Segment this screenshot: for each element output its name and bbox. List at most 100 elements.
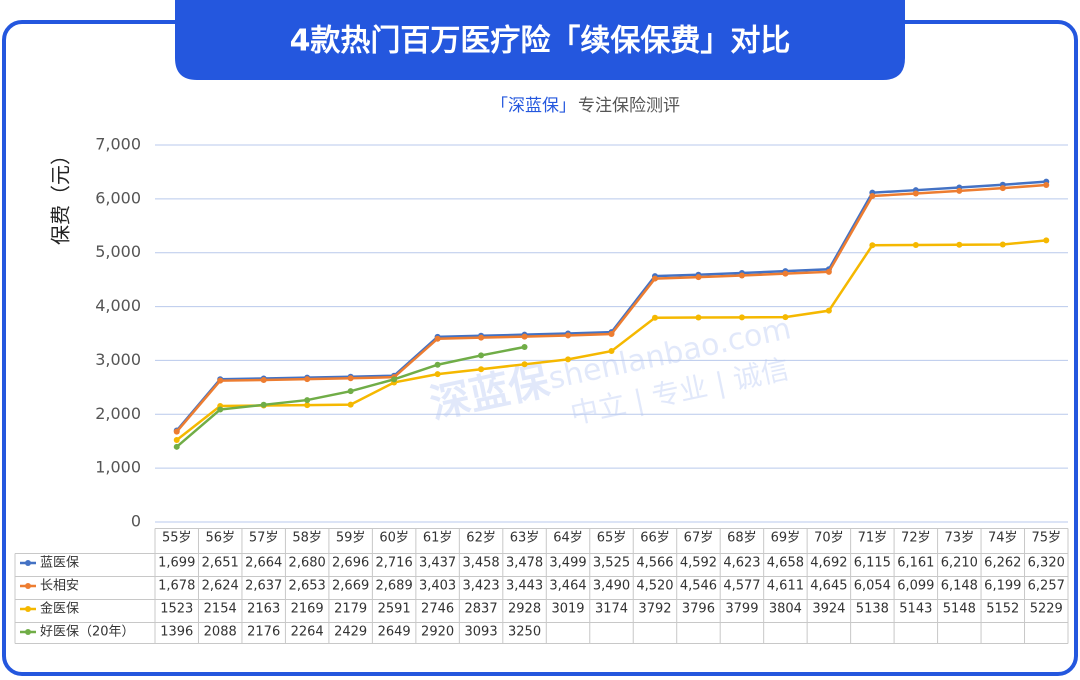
legend-label: 好医保（20年） [40,625,135,640]
table-value: 2,653 [289,579,326,594]
x-tick-label: 60岁 [379,531,409,546]
data-point [521,333,528,340]
table-value: 2154 [204,602,237,617]
data-point [391,376,398,383]
x-tick-label: 66岁 [640,531,670,546]
data-point [869,192,876,199]
x-tick-label: 73岁 [945,531,975,546]
table-value: 2429 [334,625,367,640]
data-point [521,343,528,350]
x-tick-label: 61岁 [423,531,453,546]
table-value: 2,651 [202,556,239,571]
y-axis-label: 保费（元） [49,145,73,245]
y-tick-label: 4,000 [95,296,141,315]
x-tick-label: 71岁 [858,531,888,546]
table-value: 2928 [508,602,541,617]
data-point [173,443,180,450]
data-point [782,314,789,321]
table-value: 4,623 [723,556,760,571]
data-point [260,401,267,408]
table-value: 3924 [812,602,845,617]
x-tick-label: 57岁 [249,531,279,546]
table-value: 6,148 [941,579,978,594]
title-banner [175,0,905,80]
x-tick-label: 58岁 [292,531,322,546]
x-tick-label: 70岁 [814,531,844,546]
data-point [521,361,528,368]
y-tick-label: 5,000 [95,242,141,261]
table-value: 4,611 [767,579,804,594]
table-value: 2,669 [332,579,369,594]
table-value: 5143 [899,602,932,617]
table-value: 5229 [1030,602,1063,617]
table-value: 6,320 [1028,556,1065,571]
data-point [217,406,224,413]
x-tick-label: 69岁 [771,531,801,546]
table-value: 4,592 [680,556,717,571]
data-table: 55岁 56岁 57岁 58岁 59岁 60岁 61岁 62岁 63岁 64岁 65岁 66岁 67岁 6… [14,528,1069,644]
y-tick-label: 3,000 [95,350,141,369]
table-value: 3019 [551,602,584,617]
table-value: 4,577 [723,579,760,594]
data-point [608,331,615,338]
table-value: 3,423 [462,579,499,594]
y-tick-label: 1,000 [95,458,141,477]
table-value: 3,464 [549,579,586,594]
x-tick-label: 65岁 [597,531,627,546]
table-value: 6,210 [941,556,978,571]
table-value: 3792 [638,602,671,617]
data-point [478,352,485,359]
table-value: 2649 [378,625,411,640]
x-tick-label: 64岁 [553,531,583,546]
data-point [825,307,832,314]
x-tick-label: 67岁 [684,531,714,546]
table-value: 2591 [378,602,411,617]
x-tick-label: 63岁 [510,531,540,546]
y-tick-label: 0 [131,512,141,531]
table-value: 6,115 [854,556,891,571]
table-value: 2,680 [289,556,326,571]
data-point [782,270,789,277]
table-value: 4,658 [767,556,804,571]
table-value: 3250 [508,625,541,640]
legend-marker [25,583,31,589]
legend-marker [25,606,31,612]
table-value: 6,199 [984,579,1021,594]
table-value: 3,499 [549,556,586,571]
data-point [304,397,311,404]
table-value: 6,054 [854,579,891,594]
data-point [260,376,267,383]
table-value: 3,490 [593,579,630,594]
legend-label: 金医保 [40,601,79,617]
legend-marker [25,629,31,635]
data-point [434,361,441,368]
legend-label: 长相安 [40,579,79,594]
table-value: 4,692 [810,556,847,571]
data-point [565,356,572,363]
table-value: 1396 [160,625,193,640]
x-tick-label: 56岁 [205,531,235,546]
data-point [695,314,702,321]
table-value: 2169 [291,602,324,617]
table-value: 3,403 [419,579,456,594]
data-point [695,274,702,281]
data-point [738,272,745,279]
table-value: 3093 [465,625,498,640]
table-value: 3804 [769,602,802,617]
table-value: 6,257 [1028,579,1065,594]
table-value: 3799 [725,602,758,617]
legend-marker [25,560,31,566]
subtitle: 专注保险测评 [578,96,680,116]
data-point [999,241,1006,248]
table-value: 2179 [334,602,367,617]
y-tick-label: 6,000 [95,188,141,207]
table-value: 4,566 [636,556,673,571]
table-value: 1523 [160,602,193,617]
data-point [347,375,354,382]
table-value: 3,458 [462,556,499,571]
chart-title: 4款热门百万医疗险「续保保费」对比 [290,24,791,59]
table-value: 2837 [465,602,498,617]
table-value: 2163 [247,602,280,617]
table-value: 1,678 [158,579,195,594]
